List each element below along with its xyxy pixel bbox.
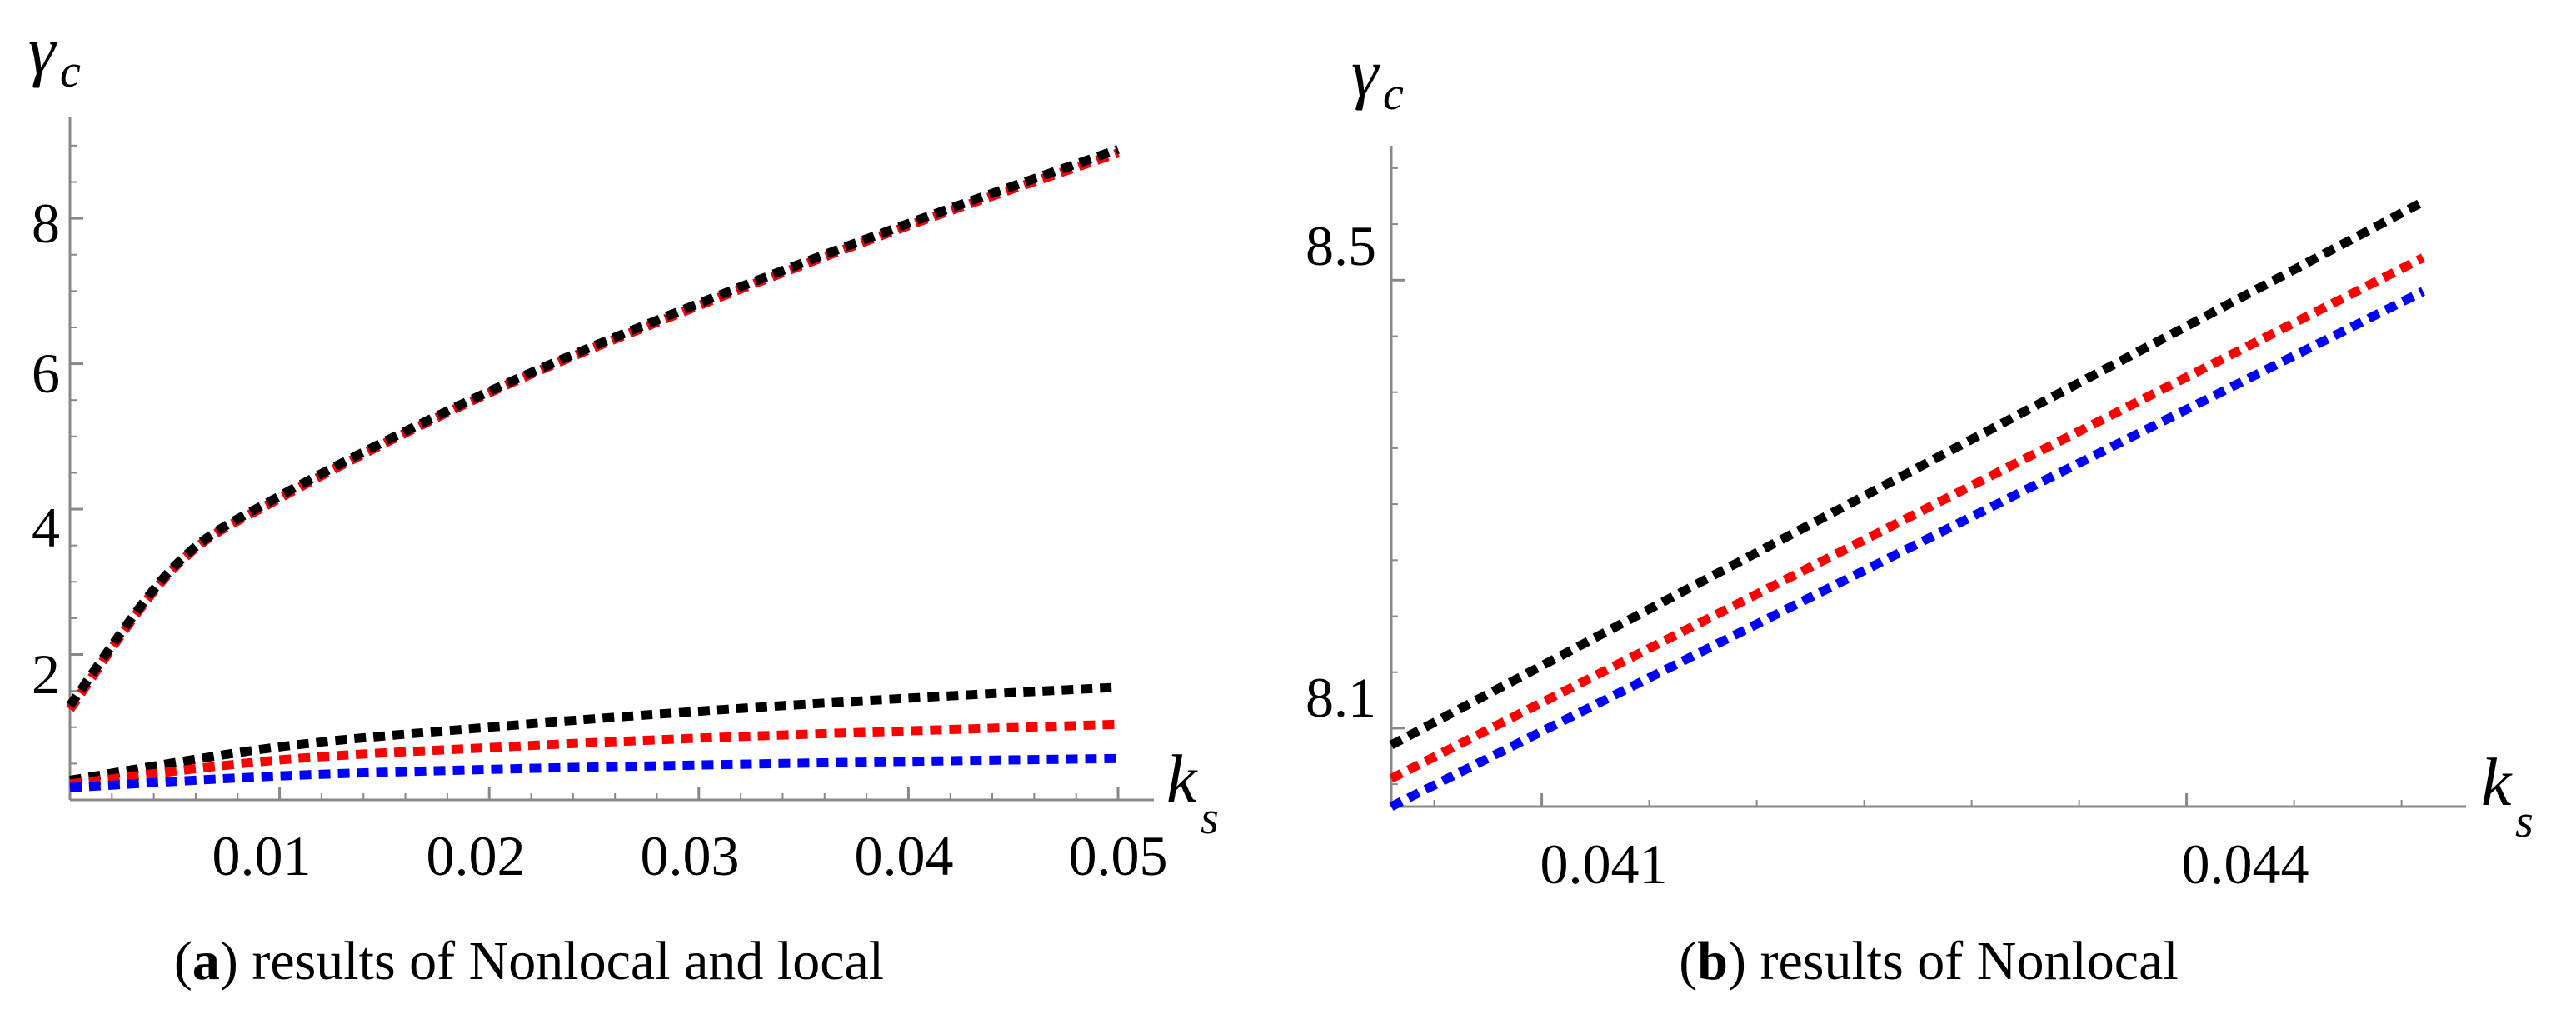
panel-a-series-local-red: [69, 719, 1119, 789]
panel-a-letter: a: [192, 931, 220, 992]
panel-b-ylabel-symbol: γ: [1351, 35, 1380, 111]
panel-a-xlabel-symbol: k: [1166, 741, 1198, 817]
panel-a-xtick-label: 0.01: [212, 824, 312, 887]
panel-b-xlabel-subscript: s: [2515, 796, 2534, 847]
panel-b-ytick-label: 8.1: [1305, 666, 1376, 729]
panel-a-ytick-label: 4: [32, 496, 60, 559]
panel-a-ytick-label: 2: [32, 642, 60, 706]
panel-b-major-ticks: [1391, 278, 2189, 807]
panel-a-series-nonlocal-red: [66, 148, 1120, 712]
panel-a-xtick-label: 0.03: [641, 824, 740, 887]
panel-b-caption: (b) results of Nonlocal: [1679, 931, 2178, 992]
panel-b: 8.1 8.5 0.041 0.044 γ c k s (b) results …: [1305, 35, 2534, 992]
panel-a-xlabel: k s: [1166, 741, 1219, 844]
panel-a-caption-text: results of Nonlocal and local: [252, 931, 884, 992]
panel-a-series: [66, 145, 1120, 792]
panel-a-ylabel-subscript: c: [60, 46, 81, 97]
panel-b-series-blue: [1389, 287, 2425, 811]
panel-b-ytick-label: 8.5: [1305, 214, 1376, 277]
panel-b-letter: b: [1697, 931, 1728, 992]
panel-b-xtick-label: 0.044: [2182, 832, 2309, 896]
panel-a-ytick-label: 6: [32, 342, 60, 405]
panel-a-xtick-label: 0.04: [855, 824, 954, 887]
panel-b-ylabel: γ c: [1351, 35, 1404, 120]
panel-b-caption-text: results of Nonlocal: [1760, 931, 2178, 992]
panel-a-minor-ticks: [69, 144, 1077, 801]
panel-a-major-ticks: [70, 217, 1120, 800]
panel-a-xlabel-subscript: s: [1201, 792, 1219, 844]
panel-b-series: [1389, 197, 2425, 811]
panel-b-xtick-label: 0.041: [1540, 832, 1668, 896]
panel-b-xlabel-symbol: k: [2481, 744, 2513, 820]
panel-a-ylabel: γ c: [28, 12, 81, 97]
panel-a-series-nonlocal-blue: [66, 148, 1120, 712]
panel-b-ylabel-subscript: c: [1383, 68, 1404, 120]
panel-a-series-local-black: [69, 682, 1119, 785]
panel-a-ytick-label: 8: [32, 192, 60, 255]
panel-b-xlabel: k s: [2481, 744, 2534, 847]
panel-a: 2 4 6 8 0.01 0.02 0.03 0.04 0.05 γ c k s…: [28, 12, 1219, 992]
panel-b-series-black: [1389, 197, 2425, 749]
panel-a-series-nonlocal-black: [66, 145, 1120, 708]
panel-b-series-red: [1389, 253, 2425, 783]
panel-a-xtick-label: 0.05: [1069, 824, 1168, 887]
panel-a-xtick-label: 0.02: [427, 824, 526, 887]
panel-a-ylabel-symbol: γ: [28, 12, 57, 88]
panel-a-series-local-blue: [69, 753, 1119, 792]
panel-a-caption: (a) results of Nonlocal and local: [174, 931, 884, 992]
panel-b-minor-ticks: [1391, 167, 2403, 807]
